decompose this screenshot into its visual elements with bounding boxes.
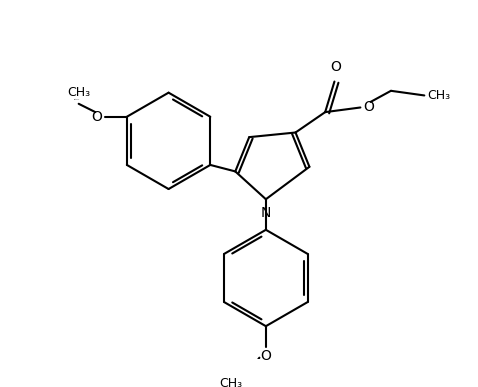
Text: CH₃: CH₃	[219, 377, 243, 387]
Text: methoxy: methoxy	[74, 99, 80, 100]
Text: O: O	[91, 110, 102, 124]
Text: O: O	[261, 349, 272, 363]
Text: N: N	[261, 206, 271, 220]
Text: O: O	[363, 99, 374, 113]
Text: O: O	[330, 60, 341, 74]
Text: CH₃: CH₃	[67, 86, 90, 99]
Text: CH₃: CH₃	[427, 89, 450, 102]
